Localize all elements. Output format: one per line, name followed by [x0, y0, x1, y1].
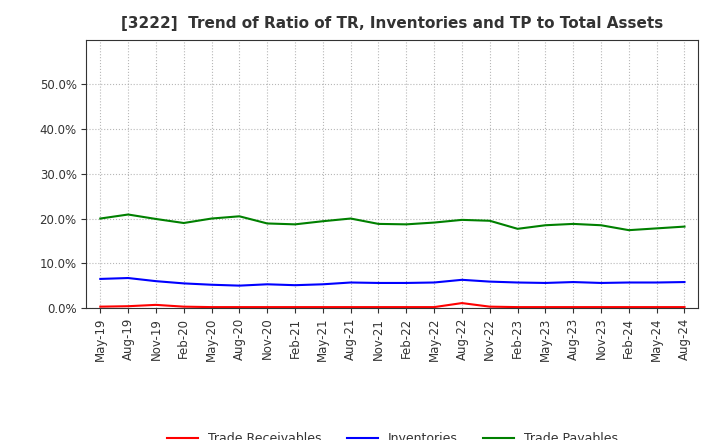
Inventories: [513, 280, 522, 285]
Trade Receivables: [541, 304, 550, 310]
Trade Receivables: [263, 304, 271, 310]
Inventories: [179, 281, 188, 286]
Trade Payables: [235, 214, 243, 219]
Trade Receivables: [346, 304, 355, 310]
Inventories: [124, 275, 132, 281]
Inventories: [235, 283, 243, 288]
Trade Receivables: [402, 304, 410, 310]
Trade Payables: [263, 221, 271, 226]
Line: Trade Payables: Trade Payables: [100, 215, 685, 230]
Trade Payables: [96, 216, 104, 221]
Trade Payables: [624, 227, 633, 233]
Trade Receivables: [152, 302, 161, 308]
Trade Receivables: [318, 304, 327, 310]
Trade Receivables: [680, 304, 689, 310]
Trade Payables: [680, 224, 689, 229]
Inventories: [263, 282, 271, 287]
Inventories: [346, 280, 355, 285]
Trade Receivables: [458, 301, 467, 306]
Trade Payables: [597, 223, 606, 228]
Trade Payables: [402, 222, 410, 227]
Inventories: [652, 280, 661, 285]
Trade Payables: [291, 222, 300, 227]
Inventories: [374, 280, 383, 286]
Trade Receivables: [291, 304, 300, 310]
Trade Payables: [513, 226, 522, 231]
Trade Receivables: [569, 304, 577, 310]
Inventories: [291, 282, 300, 288]
Inventories: [569, 279, 577, 285]
Trade Payables: [652, 226, 661, 231]
Trade Payables: [318, 219, 327, 224]
Trade Payables: [346, 216, 355, 221]
Trade Payables: [179, 220, 188, 226]
Trade Payables: [152, 216, 161, 222]
Trade Payables: [430, 220, 438, 225]
Inventories: [597, 280, 606, 286]
Line: Inventories: Inventories: [100, 278, 685, 286]
Trade Receivables: [513, 304, 522, 310]
Trade Payables: [569, 221, 577, 227]
Trade Payables: [458, 217, 467, 223]
Trade Receivables: [235, 304, 243, 310]
Trade Receivables: [485, 304, 494, 309]
Trade Receivables: [374, 304, 383, 310]
Trade Receivables: [179, 304, 188, 309]
Inventories: [96, 276, 104, 282]
Trade Receivables: [652, 304, 661, 310]
Trade Receivables: [597, 304, 606, 310]
Title: [3222]  Trend of Ratio of TR, Inventories and TP to Total Assets: [3222] Trend of Ratio of TR, Inventories…: [121, 16, 664, 32]
Trade Receivables: [207, 304, 216, 310]
Trade Payables: [485, 218, 494, 224]
Inventories: [402, 280, 410, 286]
Inventories: [152, 279, 161, 284]
Trade Payables: [541, 223, 550, 228]
Trade Receivables: [96, 304, 104, 309]
Inventories: [485, 279, 494, 284]
Inventories: [680, 279, 689, 285]
Trade Receivables: [430, 304, 438, 310]
Trade Payables: [374, 221, 383, 227]
Inventories: [207, 282, 216, 287]
Legend: Trade Receivables, Inventories, Trade Payables: Trade Receivables, Inventories, Trade Pa…: [162, 427, 623, 440]
Trade Payables: [207, 216, 216, 221]
Inventories: [318, 282, 327, 287]
Line: Trade Receivables: Trade Receivables: [100, 303, 685, 307]
Inventories: [458, 277, 467, 282]
Inventories: [541, 280, 550, 286]
Trade Payables: [124, 212, 132, 217]
Trade Receivables: [124, 304, 132, 309]
Inventories: [430, 280, 438, 285]
Inventories: [624, 280, 633, 285]
Trade Receivables: [624, 304, 633, 310]
